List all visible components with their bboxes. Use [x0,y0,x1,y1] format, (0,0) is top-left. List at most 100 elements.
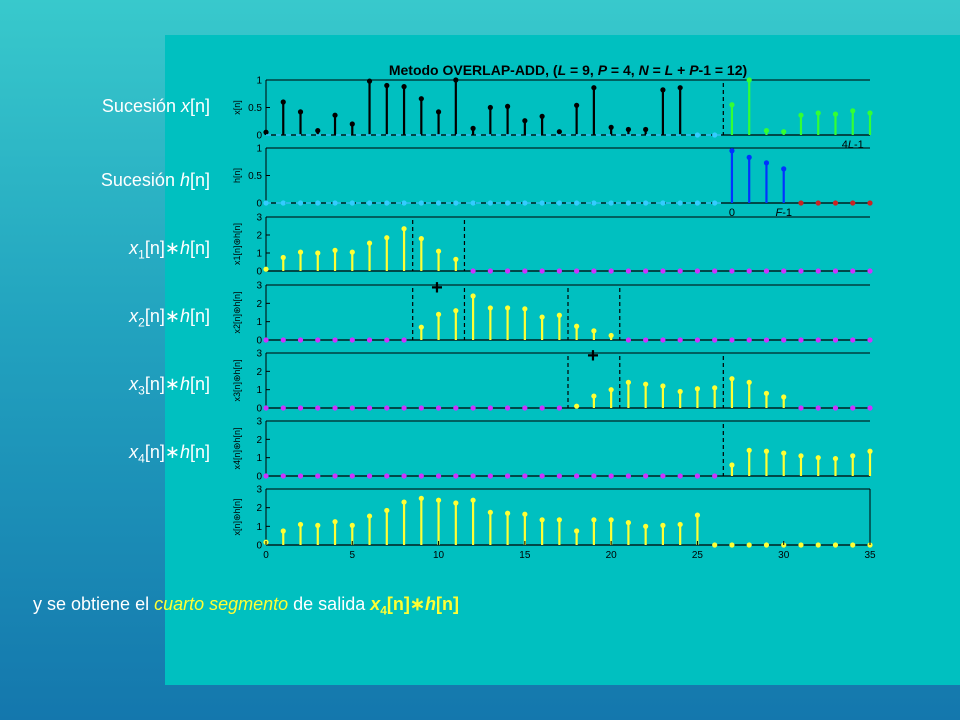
panel-y3-stem-zero [366,405,373,411]
panel-y4-stem-zero [297,473,304,479]
panel-h-stem-zero [850,200,856,206]
panel-x-ytick-label: 0.5 [248,103,262,114]
panel-y4-stem-zero [625,473,632,479]
panel-h-tick-label: 0 [729,207,735,219]
panel-x-stem [297,109,304,135]
panel-y1-stem-zero-marker [763,268,770,274]
panel-y4-stem-zero [556,473,562,479]
panel-y-stem-marker [401,499,407,505]
panel-y2-stem-zero-marker [781,337,787,343]
panel-x-stem-marker [591,85,597,91]
panel-y-stem-marker [487,509,493,515]
panel-y4-stem-zero [660,473,666,479]
panel-h-stem-zero-marker [263,200,269,206]
panel-y-stem-marker [608,517,614,523]
panel-y1-stem-marker [418,236,424,242]
panel-y2-stem-zero-marker [712,337,718,343]
panel-y4-stem-zero [694,473,701,479]
panel-y-stem [643,523,649,545]
panel-y1-ylabel: x1[n]⊛h[n] [232,223,242,265]
panel-y2-stem-zero [781,337,787,343]
panel-x-stem-marker [556,129,562,135]
label-x-sequence: Sucesión x[n] [101,96,210,116]
panel-x-stem-marker [332,112,338,118]
panel-y4-stem-zero [677,473,683,479]
panel-y1-stem-zero [660,268,666,274]
panel-h-stem-zero-marker [832,200,839,206]
panel-y-stem-zero-marker [763,542,770,548]
panel-y4-stem-zero-marker [349,473,355,479]
panel-h-stem-zero [608,200,614,206]
panel-y2-stem-zero [643,337,649,343]
panel-y4-ytick-label: 1 [256,453,262,464]
panel-h-stem-zero [470,200,476,206]
panel-y2-stem-zero-marker [746,337,752,343]
panel-y-stem-marker [677,521,683,528]
label-x1-conv-h: x1[n]∗h[n] [129,238,210,262]
panel-y2-stem-zero [712,337,718,343]
panel-y1-stem-zero-marker [798,268,804,274]
panel-y2-stem-zero-marker [366,337,373,343]
panel-y4-stem-zero [384,473,390,479]
panel-x-stem-next-marker [729,102,735,108]
panel-y3-stem-marker [763,390,770,396]
panel-x-ytick-label: 1 [256,76,262,87]
panel-y4-ylabel: x4[n]⊛h[n] [232,427,242,469]
panel-x-stem [315,128,321,135]
panel-y2-stem-zero [867,337,873,343]
panel-h-stem-zero [539,200,545,206]
panel-y1-ytick-label: 1 [256,249,262,260]
panel-y1-stem-zero-marker [660,268,666,274]
panel-y1-stem [435,248,442,271]
panel-h-stem-zero-marker [694,200,701,206]
panel-y-stem [435,497,442,545]
panel-x-stem [418,96,424,135]
panel-y2-stem-zero-marker [332,337,338,343]
panel-h-stem-zero [384,200,390,206]
panel-y1-stem-zero-marker [677,268,683,274]
panel-y2-stem-zero-marker [349,337,355,343]
panel-h-stem-zero [712,200,718,206]
panel-y1-stem-zero [763,268,770,274]
panel-y1-stem-zero-marker [643,268,649,274]
panel-x-stem-next-marker [815,110,821,116]
panel-y4-stem-marker [832,455,839,462]
panel-y2-stem-zero [315,337,321,343]
panel-x-stem-marker [384,82,390,89]
label-x3-conv-h: x3[n]∗h[n] [129,374,210,398]
panel-x-stem [556,129,562,135]
panel-h-stem-zero-marker [660,200,666,206]
panel-y2-stem-zero-marker [263,337,269,343]
panel-y4-stem [850,453,856,476]
panel-y1-ytick-label: 2 [256,231,262,242]
panel-y-stem [280,528,286,545]
panel-y-xtick-label: 15 [519,550,531,561]
panel-y2-stem-marker [608,332,614,339]
panel-y1-stem-zero-marker [556,268,562,274]
panel-h-stem-zero-marker [280,200,286,206]
panel-y-stem [660,522,666,545]
panel-y2-stem-zero [815,337,821,343]
panel-x-stem [470,125,476,135]
panel-y2-stem-zero [366,337,373,343]
panel-y2-stem-zero-marker [280,337,286,343]
panel-y4-ytick-label: 3 [256,417,262,428]
panel-y3-stem-zero [453,405,459,411]
panel-x-stem-zero [712,132,718,138]
panel-y1-stem-zero-marker [539,268,545,274]
panel-y-stem-marker [470,497,476,503]
panel-y2-stem-zero-marker [763,337,770,343]
panel-y3-stem-zero-marker [453,405,459,411]
panel-y4-stem-zero [522,473,528,479]
panel-y-stem-zero [746,542,752,548]
panel-x-annotation: 4L-1 [842,139,864,151]
panel-y4-stem-zero-marker [625,473,632,479]
panel-y4-stem-zero-marker [677,473,683,479]
panel-x-stem-next [781,129,787,135]
panel-y1-stem-zero [591,268,597,274]
panel-y3-ytick-label: 3 [256,349,262,360]
panel-x-stem-marker [608,124,614,130]
panel-y1-stem-zero-marker [694,268,701,274]
panel-y2-stem-zero-marker [798,337,804,343]
panel-y-stem-zero [729,542,735,548]
